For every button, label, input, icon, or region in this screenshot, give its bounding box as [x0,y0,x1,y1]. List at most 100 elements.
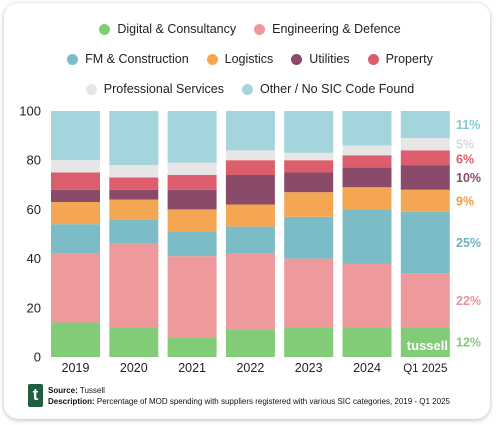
legend-item-professional[interactable]: Professional Services [85,82,224,96]
legend-dot-utilities [291,53,303,65]
data-label: 9% [456,194,474,208]
bar-segment [342,145,392,156]
bar-segment [51,322,100,357]
y-tick-label: 0 [34,350,41,365]
x-tick-label: Q1 2025 [403,363,447,375]
legend-dot-professional [85,83,97,95]
bar-segment [225,253,275,330]
bar-segment [284,152,334,161]
description-value: Percentage of MOD spending with supplier… [96,397,450,406]
bar-segment [167,111,217,163]
bar-segment [284,192,334,217]
x-tick-label: 2019 [62,361,90,375]
bar-segment [51,202,100,225]
data-label: 6% [456,153,474,167]
legend-item-fm[interactable]: FM & Construction [67,52,189,66]
bar-segment [400,111,450,139]
bar-segment [109,243,159,328]
x-tick-label: 2023 [295,361,323,375]
bar-segment [225,160,275,175]
bar-segment [400,273,450,328]
x-tick-label: 2021 [178,361,206,375]
bar-segment [284,258,334,328]
tussell-watermark: tussell [407,338,448,353]
y-tick-label: 60 [27,202,41,217]
bar-segment [284,327,334,357]
legend-dot-logistics [206,53,218,65]
bar-segment [109,219,159,244]
bar-segment [400,327,450,357]
legend-label: Logistics [224,52,274,66]
source-label: Source: [48,386,78,395]
bar-segment [51,224,100,254]
bar-segment [167,189,217,210]
legend-dot-engineering [254,23,266,35]
bar-segment [109,327,159,357]
legend-dot-other [241,83,253,95]
tussell-logo-icon: t [28,384,43,407]
bar-segment [51,189,100,203]
bar-segment [167,337,217,357]
legend-item-digital[interactable]: Digital & Consultancy [99,22,236,36]
bar-segment [167,162,217,175]
bar-segment [342,263,392,328]
x-tick-label: 2020 [120,361,148,375]
bar-segment [51,172,100,190]
data-label: 10% [456,171,481,185]
legend-item-engineering[interactable]: Engineering & Defence [254,22,401,36]
bar-segment [400,165,450,190]
watermark-dot-icon [455,335,461,341]
bar-segment [109,111,159,166]
bar-segment [109,177,159,190]
bar-segment [342,155,392,168]
legend-dot-property [367,53,379,65]
legend-label: Other / No SIC Code Found [259,82,415,96]
bar-segment [400,211,450,274]
chart-footer: Source: Tussell Description: Percentage … [48,385,450,407]
data-label: 22% [456,294,481,308]
legend-item-property[interactable]: Property [367,52,433,66]
legend-label: Digital & Consultancy [117,22,237,36]
bar-segment [167,256,217,338]
bar-segment [342,209,392,264]
legend-item-other[interactable]: Other / No SIC Code Found [241,82,415,96]
legend-item-utilities[interactable]: Utilities [291,52,350,66]
legend-label: Professional Services [103,82,224,96]
bar-segment [51,111,100,161]
y-tick-label: 20 [27,300,41,315]
y-tick-label: 80 [27,153,41,168]
legend-item-logistics[interactable]: Logistics [206,52,274,66]
bar-segment [225,226,275,254]
bar-segment [51,253,100,323]
source-line: Source: Tussell [48,385,450,396]
legend-label: Utilities [309,52,350,66]
legend-label: FM & Construction [85,52,189,66]
description-line: Description: Percentage of MOD spending … [48,396,450,407]
bar-segment [342,167,392,188]
legend-row-1: Digital & Consultancy Engineering & Defe… [0,22,500,36]
x-tick-label: 2024 [353,361,381,375]
legend-row-3: Professional Services Other / No SIC Cod… [0,82,500,96]
bar-segment [342,187,392,210]
bar-segment [400,138,450,151]
bar-segment [109,189,159,200]
bar-segment [342,111,392,146]
legend-label: Property [385,52,433,66]
x-tick-label: 2022 [236,361,264,375]
bar-segment [284,111,334,153]
data-label: 25% [456,236,481,250]
legend-label: Engineering & Defence [272,22,401,36]
bar-segment [225,150,275,161]
data-label: 5% [456,138,474,152]
bar-segment [225,111,275,151]
y-tick-label: 100 [19,104,41,119]
data-label: 11% [456,118,480,132]
bar-segment [400,150,450,166]
bar-segment [167,174,217,190]
legend-row-2: FM & Construction Logistics Utilities Pr… [0,52,500,66]
bar-segment [284,172,334,193]
bar-segment [167,231,217,257]
source-value: Tussell [79,386,105,395]
y-tick-label: 40 [27,251,41,266]
bar-segment [225,174,275,205]
